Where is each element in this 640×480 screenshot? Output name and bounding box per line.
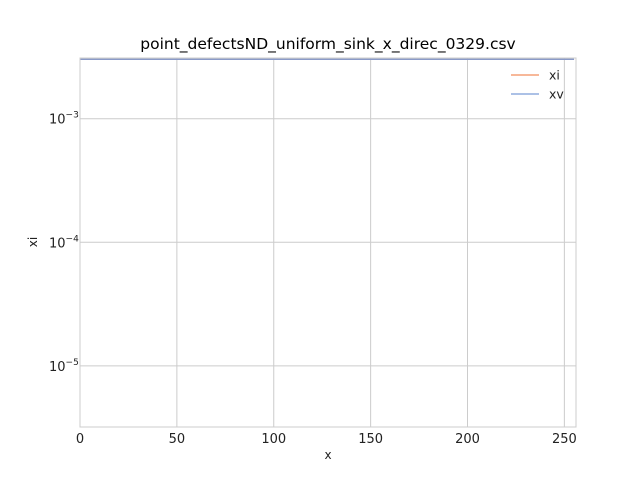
x-tick-label: 150 [358,432,383,447]
legend: xi xv [511,68,564,102]
y-tick-exponent: −5 [66,358,79,368]
y-tick-base: 10 [49,113,66,128]
x-tick-label: 250 [552,432,577,447]
legend-label-xi: xi [549,68,560,83]
x-axis-ticks: 0 50 100 150 200 250 [76,432,577,447]
y-tick-label: 10−5 [49,358,79,375]
y-axis-ticks: 10−510−410−3 [49,111,79,375]
y-tick-exponent: −4 [66,234,80,244]
x-tick-label: 200 [455,432,480,447]
y-tick-base: 10 [49,360,66,375]
x-tick-label: 50 [169,432,186,447]
plot-area-frame [79,57,577,428]
x-tick-label: 0 [76,432,84,447]
x-tick-label: 100 [261,432,286,447]
y-tick-base: 10 [49,236,66,251]
x-axis-label: x [324,448,331,462]
grid [79,58,576,427]
y-tick-label: 10−4 [49,234,79,251]
y-tick-label: 10−3 [49,111,79,128]
legend-label-xv: xv [549,87,564,102]
y-tick-exponent: −3 [66,111,79,121]
chart-title: point_defectsND_uniform_sink_x_direc_032… [140,35,515,54]
y-axis-label: xi [26,237,40,247]
